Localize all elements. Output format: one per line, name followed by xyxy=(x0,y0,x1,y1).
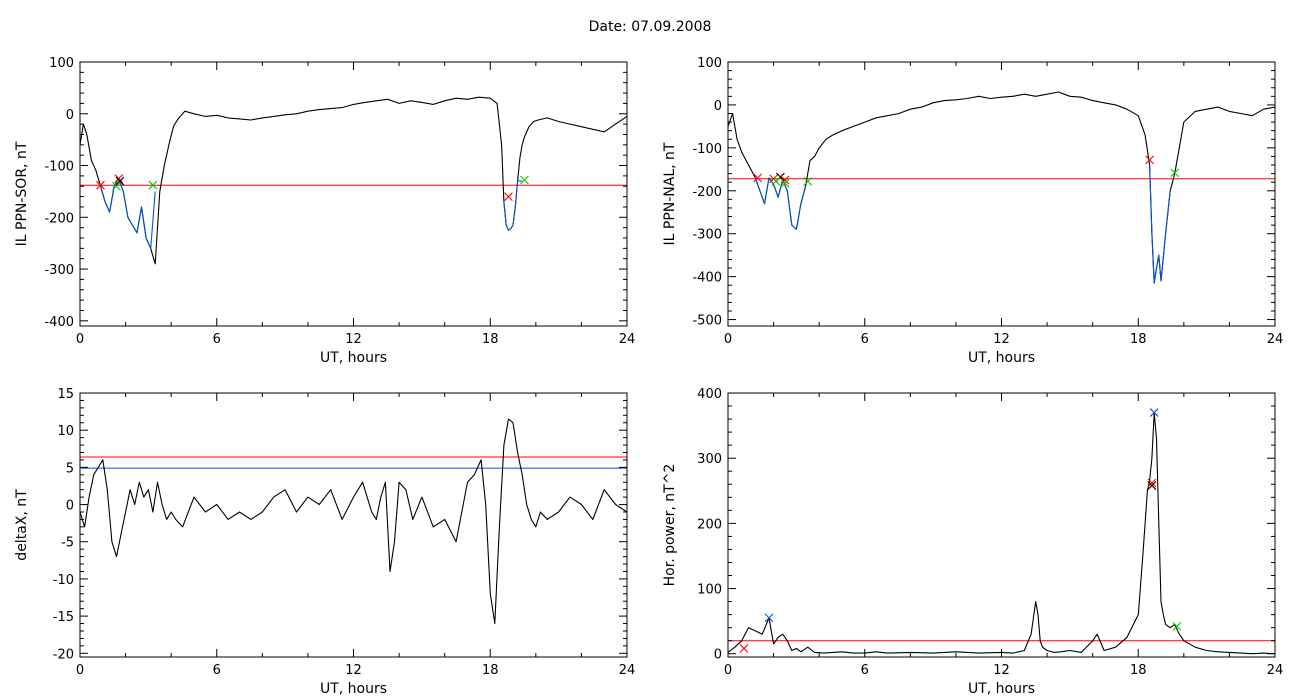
chart-hor-power-ytick-label: 0 xyxy=(714,648,722,663)
chart-il-sor-marker-1 xyxy=(114,174,124,183)
chart-il-nal-xtick-label: 12 xyxy=(993,332,1010,347)
chart-il-nal-marker-0 xyxy=(753,173,763,183)
chart-il-nal-ytick-label: -300 xyxy=(692,228,722,243)
chart-il-sor-marker-3 xyxy=(112,181,121,191)
chart-il-sor-ytick-label: -200 xyxy=(44,211,74,226)
chart-hor-power-marker-3 xyxy=(1147,478,1157,488)
panel-il-sor: 0 6 12 18 24 100 0 -100 -200 -300 -400 UT, hours IL … xyxy=(14,56,635,366)
chart-il-sor-ytick-label: -100 xyxy=(44,160,74,175)
chart-hor-power-frame xyxy=(727,392,1276,658)
chart-il-sor-frame xyxy=(79,61,628,327)
chart-il-sor-ytick-label: -400 xyxy=(44,315,74,330)
chart-hor-power-series-0 xyxy=(727,412,1276,655)
panel-il-nal: 0 6 12 18 24 100 0 -100 -200 -300 -400 -500 UT, hour… xyxy=(662,56,1283,366)
chart-il-nal-ytick-label: -400 xyxy=(692,271,722,286)
chart-il-nal-ytick-label: -200 xyxy=(692,185,722,200)
chart-il-nal-series-2 xyxy=(1149,164,1171,284)
chart-hor-power-ytick-label: 400 xyxy=(697,387,722,402)
chart-hor-power-xlabel: UT, hours xyxy=(968,681,1035,697)
chart-il-nal-series-1 xyxy=(754,177,807,230)
chart-hor-power-xtick-label: 24 xyxy=(1267,663,1284,678)
chart-il-nal-marker-7 xyxy=(1145,155,1155,165)
chart-il-sor-xtick-label: 6 xyxy=(213,332,221,347)
chart-il-sor-xlabel: UT, hours xyxy=(320,350,387,366)
chart-il-nal-series-0 xyxy=(727,91,1276,284)
chart-il-sor-ylabel: IL PPN-SOR, nT xyxy=(14,141,30,246)
chart-il-sor-series-0 xyxy=(79,96,628,265)
chart-hor-power-marker-5 xyxy=(1172,621,1182,631)
chart-il-nal-ytick-label: -500 xyxy=(692,314,722,329)
chart-deltax-series-0 xyxy=(79,418,628,625)
chart-il-sor-series-1 xyxy=(99,177,156,249)
chart-deltax-ylabel: deltaX, nT xyxy=(14,489,30,561)
chart-hor-power-ytick-label: 200 xyxy=(697,517,722,532)
chart-il-nal-xtick-label: 18 xyxy=(1130,332,1147,347)
chart-il-nal-ytick-label: 100 xyxy=(697,56,722,71)
chart-deltax-ytick-label: -15 xyxy=(53,610,74,625)
chart-hor-power-ytick-label: 100 xyxy=(697,583,722,598)
panel-hor-power: 0 6 12 18 24 400 300 200 100 0 UT, hours Hor. power… xyxy=(662,387,1283,697)
chart-deltax-xtick-label: 0 xyxy=(76,663,84,678)
chart-il-nal-xlabel: UT, hours xyxy=(968,350,1035,366)
chart-il-nal-ylabel: IL PPN-NAL, nT xyxy=(662,142,678,245)
chart-hor-power-xtick-label: 12 xyxy=(993,663,1010,678)
chart-deltax-xlabel: UT, hours xyxy=(320,681,387,697)
chart-il-nal-marker-8 xyxy=(1170,168,1180,178)
chart-deltax-xtick-label: 24 xyxy=(619,663,636,678)
chart-hor-power-marker-1 xyxy=(764,613,774,623)
chart-il-sor-marker-6 xyxy=(520,175,529,185)
panel-deltax: 0 6 12 18 24 15 10 5 0 -5 -10 -15 -20 UT, hours deltaX… xyxy=(14,387,635,697)
page-title: Date: 07.09.2008 xyxy=(588,19,712,35)
chart-il-sor-marker-4 xyxy=(148,180,158,190)
chart-il-sor-ytick-label: 0 xyxy=(66,108,74,123)
chart-deltax-ytick-label: -20 xyxy=(53,647,74,662)
chart-il-nal-xtick-label: 0 xyxy=(724,332,732,347)
chart-deltax-ytick-label: 10 xyxy=(57,424,74,439)
chart-il-nal-marker-6 xyxy=(803,176,813,186)
chart-deltax-ytick-label: -5 xyxy=(61,536,74,551)
chart-hor-power-xtick-label: 6 xyxy=(861,663,869,678)
chart-il-sor-xtick-label: 18 xyxy=(482,332,499,347)
chart-hor-power-xtick-label: 18 xyxy=(1130,663,1147,678)
chart-deltax-frame xyxy=(79,392,628,658)
chart-il-nal-marker-4 xyxy=(771,176,781,186)
chart-il-nal-marker-5 xyxy=(780,178,790,188)
chart-il-nal-marker-3 xyxy=(780,175,790,185)
chart-il-nal-frame xyxy=(727,61,1276,327)
chart-il-nal-ytick-label: 0 xyxy=(714,99,722,114)
chart-il-nal-ytick-label: -100 xyxy=(692,142,722,157)
chart-il-sor-ytick-label: -300 xyxy=(44,263,74,278)
chart-il-sor-marker-2 xyxy=(115,176,125,186)
chart-hor-power-marker-2 xyxy=(1149,408,1159,417)
chart-hor-power-xtick-label: 0 xyxy=(724,663,732,678)
chart-il-sor-ytick-label: 100 xyxy=(49,56,74,71)
chart-il-sor-xtick-label: 24 xyxy=(619,332,636,347)
chart-hor-power-ytick-label: 300 xyxy=(697,452,722,467)
chart-deltax-xtick-label: 12 xyxy=(345,663,362,678)
chart-hor-power-ylabel: Hor. power, nT^2 xyxy=(662,464,678,587)
chart-il-nal-xtick-label: 6 xyxy=(861,332,869,347)
chart-il-nal-xtick-label: 24 xyxy=(1267,332,1284,347)
chart-deltax-ytick-label: 5 xyxy=(66,461,74,476)
chart-deltax-ytick-label: 15 xyxy=(57,387,74,402)
chart-hor-power-marker-4 xyxy=(1147,481,1157,490)
chart-il-sor-xtick-label: 12 xyxy=(345,332,362,347)
chart-deltax-ytick-label: 0 xyxy=(66,499,74,514)
chart-il-sor-marker-5 xyxy=(504,192,513,201)
chart-il-sor-marker-0 xyxy=(96,180,105,190)
chart-il-sor-series-2 xyxy=(503,180,523,231)
chart-deltax-ytick-label: -10 xyxy=(53,573,74,588)
chart-deltax-xtick-label: 6 xyxy=(213,663,221,678)
chart-il-sor-xtick-label: 0 xyxy=(76,332,84,347)
chart-deltax-xtick-label: 18 xyxy=(482,663,499,678)
chart-hor-power-marker-0 xyxy=(739,644,749,653)
